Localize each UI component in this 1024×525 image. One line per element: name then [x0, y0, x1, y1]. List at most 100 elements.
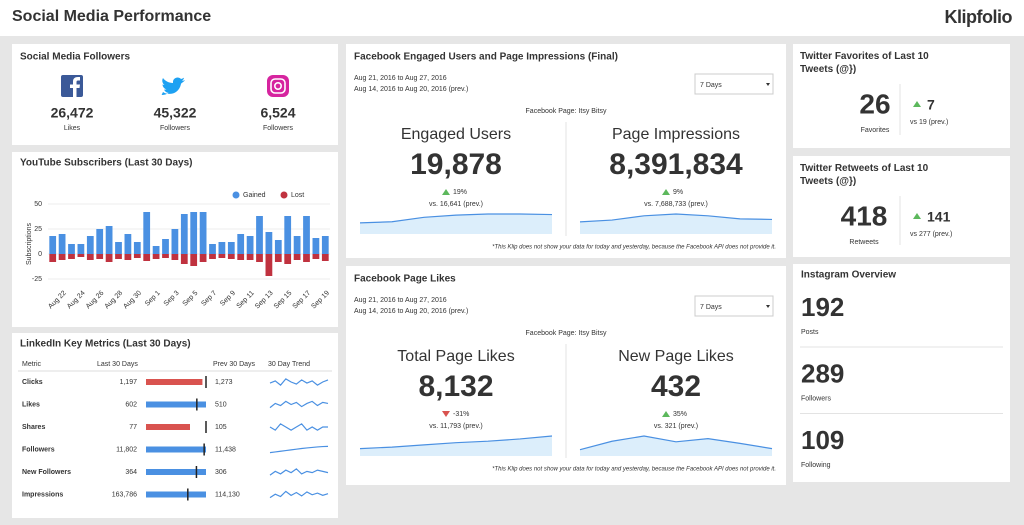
trend-line: [269, 445, 329, 454]
bar: [143, 254, 151, 261]
page-title: Social Media Performance: [12, 8, 211, 25]
bar: [274, 254, 282, 262]
bar: [105, 254, 113, 262]
bar: [86, 236, 94, 254]
tweet-prev: vs 19 (prev.): [910, 119, 948, 126]
bar: [293, 236, 301, 254]
bar: [96, 254, 104, 259]
footnote: *This Klip does not show your data for t…: [492, 467, 776, 473]
metric-label: New Page Likes: [618, 348, 734, 365]
metric-value: 8,391,834: [609, 148, 743, 181]
trend-area: [580, 214, 772, 234]
bar: [58, 254, 66, 260]
bar: [199, 212, 207, 254]
bar: [115, 242, 122, 254]
trend-area: [360, 214, 552, 234]
panel-title: Social Media Followers: [20, 52, 130, 63]
follower-count: 26,472: [51, 105, 94, 121]
column-header: Metric: [22, 361, 42, 368]
metric-name: Followers: [22, 446, 55, 453]
panel: [793, 264, 1010, 482]
tweet-value: 418: [841, 200, 888, 231]
instagram-frame: [270, 78, 286, 94]
tweet-change: 141: [927, 209, 951, 225]
bar: [124, 234, 132, 254]
metric-value: 8,132: [418, 370, 493, 403]
bar: [152, 254, 160, 259]
tweet-value: 26: [859, 88, 890, 119]
instagram-label: Following: [801, 462, 831, 469]
bar: [162, 239, 169, 254]
column-header: 30 Day Trend: [268, 361, 310, 368]
bar: [312, 254, 320, 259]
metric-name: Clicks: [22, 379, 43, 386]
panel-title: Instagram Overview: [801, 270, 896, 281]
bar: [190, 254, 198, 266]
bullet-bar: [146, 379, 203, 385]
bullet-bar: [146, 401, 206, 408]
prev-value: 114,130: [215, 491, 240, 498]
dropdown-caret: [766, 83, 770, 86]
follower-label: Likes: [64, 125, 81, 132]
metric-prev: vs. 7,688,733 (prev.): [644, 201, 708, 208]
follower-label: Followers: [263, 125, 293, 132]
panel-title: Twitter Favorites of Last 10 Tweets (@}): [800, 51, 929, 75]
legend-label: Gained: [243, 192, 266, 199]
metric-name: Likes: [22, 401, 40, 408]
trend-line: [269, 490, 329, 499]
last-value: 1,197: [119, 379, 137, 386]
period-value[interactable]: 7 Days: [700, 82, 722, 89]
instagram-value: 192: [801, 292, 844, 322]
trend-line: [579, 435, 773, 451]
trend-line: [579, 213, 773, 223]
trend-line: [269, 400, 329, 409]
panel-title: LinkedIn Key Metrics (Last 30 Days): [20, 339, 191, 350]
bullet-bar: [146, 424, 190, 430]
tweet-label: Retweets: [849, 239, 879, 246]
bar: [105, 226, 113, 254]
bar: [133, 254, 141, 258]
tweet-label: Favorites: [861, 127, 890, 134]
prev-value: 306: [215, 469, 227, 476]
bar: [227, 254, 235, 259]
bar: [218, 242, 226, 254]
date-range: Aug 21, 2016 to Aug 27, 2016: [354, 297, 447, 304]
period-value[interactable]: 7 Days: [700, 304, 722, 311]
bar: [96, 229, 104, 254]
page-name: Facebook Page: Itsy Bitsy: [526, 330, 607, 337]
bar: [171, 254, 179, 260]
panel: [793, 44, 1010, 148]
change-arrow: [442, 189, 450, 195]
bar: [124, 254, 132, 260]
bar: [162, 254, 169, 258]
bar: [143, 212, 151, 254]
bar: [115, 254, 122, 259]
trend-area: [360, 436, 552, 456]
last-value: 11,802: [116, 446, 137, 453]
period-dropdown[interactable]: [694, 73, 774, 95]
bar: [133, 242, 141, 254]
bar: [227, 242, 235, 254]
prev-value: 510: [215, 401, 227, 408]
change-arrow: [442, 411, 450, 417]
last-value: 364: [125, 469, 137, 476]
bar: [68, 254, 75, 259]
bar: [246, 236, 254, 254]
metric-label: Total Page Likes: [397, 348, 514, 365]
bar: [218, 254, 226, 258]
bar: [265, 232, 273, 254]
panel-title: Facebook Engaged Users and Page Impressi…: [354, 52, 618, 63]
bar: [68, 244, 75, 254]
period-dropdown[interactable]: [694, 295, 774, 317]
change-arrow: [913, 213, 921, 219]
instagram-value: 109: [801, 425, 844, 455]
legend-swatch: [280, 191, 288, 199]
bar: [49, 254, 57, 262]
metric-prev: vs. 11,793 (prev.): [429, 423, 482, 430]
bar: [180, 254, 188, 264]
instagram-label: Followers: [801, 395, 831, 402]
bar: [274, 240, 282, 254]
legend-swatch: [232, 191, 240, 199]
bar: [209, 254, 216, 259]
